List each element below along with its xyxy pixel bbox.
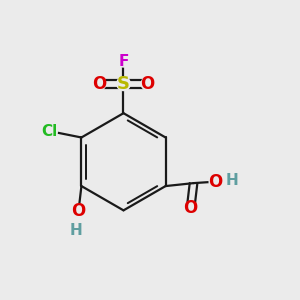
- Text: S: S: [117, 75, 130, 93]
- Circle shape: [72, 205, 85, 218]
- Circle shape: [41, 123, 57, 140]
- Circle shape: [118, 56, 129, 67]
- Circle shape: [184, 202, 197, 214]
- Text: O: O: [92, 75, 106, 93]
- Text: H: H: [225, 173, 238, 188]
- Text: O: O: [208, 173, 223, 191]
- Text: H: H: [69, 223, 82, 238]
- Circle shape: [141, 77, 154, 90]
- Text: O: O: [184, 199, 198, 217]
- Text: O: O: [71, 202, 85, 220]
- Text: F: F: [118, 54, 129, 69]
- Circle shape: [93, 77, 106, 90]
- Text: Cl: Cl: [41, 124, 57, 139]
- Circle shape: [117, 77, 130, 91]
- Circle shape: [209, 175, 222, 188]
- Text: O: O: [140, 75, 155, 93]
